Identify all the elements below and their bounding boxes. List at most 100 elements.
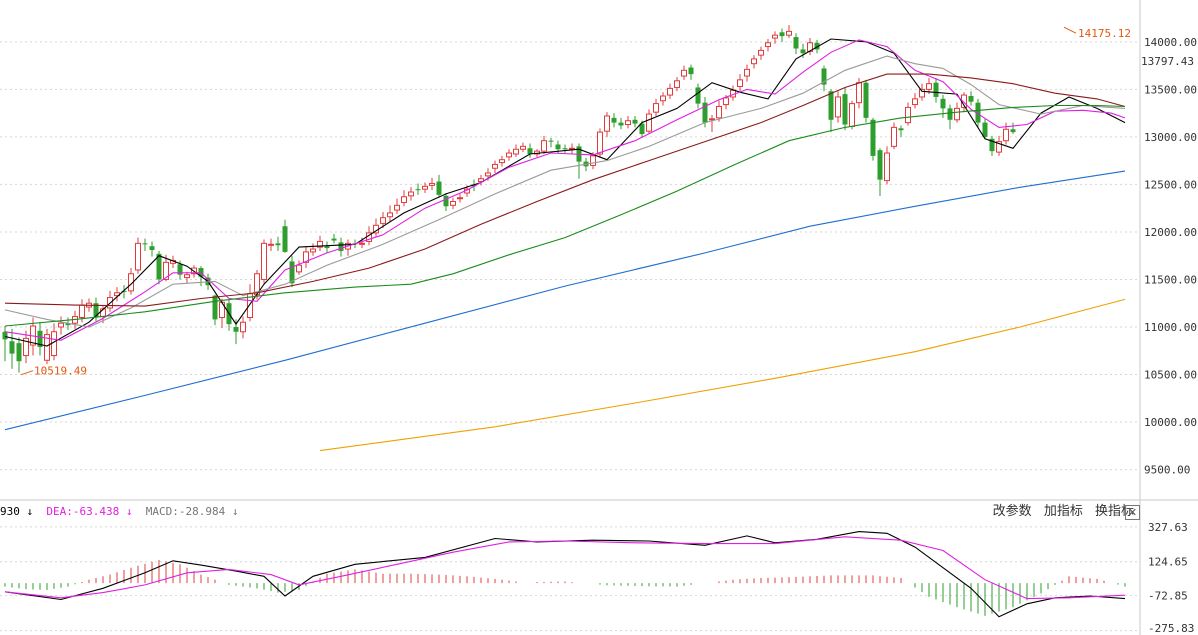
candle — [443, 192, 449, 212]
candle-body — [618, 122, 624, 126]
candle — [401, 190, 407, 207]
candle — [450, 197, 456, 210]
candle-body — [982, 122, 988, 137]
candle — [2, 326, 8, 362]
candle — [758, 46, 764, 60]
candle — [898, 125, 904, 137]
candle-body — [233, 326, 239, 332]
candle-body — [541, 140, 547, 152]
candle — [457, 193, 463, 203]
candle-body — [569, 147, 575, 150]
candle-body — [681, 69, 687, 77]
candle-body — [814, 42, 820, 50]
candle-body — [513, 148, 519, 155]
candle-body — [156, 253, 162, 280]
add-indicator-button[interactable]: 加指标 — [1043, 504, 1083, 519]
candle-body — [716, 105, 722, 119]
candle-body — [450, 201, 456, 206]
candle-body — [975, 102, 981, 123]
candle-body — [296, 264, 302, 273]
candle-body — [471, 184, 477, 187]
candle-body — [261, 242, 267, 280]
candle-body — [394, 204, 400, 211]
candle — [674, 76, 680, 92]
macd-value-legend: MACD:-28.984 ↓ — [145, 505, 239, 518]
candle — [240, 316, 246, 339]
candle-body — [793, 37, 799, 49]
candle-body — [268, 243, 274, 246]
candle-body — [702, 102, 708, 123]
candle — [541, 135, 547, 154]
candle — [884, 146, 890, 185]
candle — [772, 31, 778, 44]
macd-histogram — [4, 559, 1126, 616]
macd-tick-label: -275.83 — [1148, 622, 1194, 635]
candle — [282, 219, 288, 253]
candle-body — [989, 138, 995, 152]
candle — [870, 117, 876, 161]
candle — [37, 322, 43, 356]
candle — [709, 115, 715, 133]
candle-body — [590, 155, 596, 166]
candle-body — [415, 189, 421, 191]
candle — [1003, 122, 1009, 145]
candle — [436, 174, 442, 198]
macd-tick-label: 327.63 — [1148, 521, 1188, 534]
candle-body — [275, 243, 281, 246]
candle — [415, 183, 421, 195]
candle-body — [1003, 128, 1009, 142]
candle-body — [401, 196, 407, 203]
candle-body — [16, 343, 22, 362]
candle — [751, 55, 757, 69]
switch-indicator-button[interactable]: 换指标 — [1094, 504, 1134, 519]
candle — [688, 64, 694, 80]
candle — [275, 236, 281, 251]
candle-body — [842, 94, 848, 125]
ma-line — [319, 298, 1126, 452]
candle — [184, 271, 190, 284]
candle-body — [527, 148, 533, 154]
candle — [478, 174, 484, 186]
candle — [912, 93, 918, 109]
candle — [149, 241, 155, 257]
candle-body — [996, 141, 1002, 153]
candle-body — [1010, 129, 1016, 133]
price-annotations: 14175.12 10519.49 — [20, 26, 1131, 378]
candle-body — [611, 117, 617, 123]
change-params-button[interactable]: 改参数 — [992, 504, 1032, 519]
candle — [639, 120, 645, 138]
candle — [828, 89, 834, 133]
candle-body — [870, 119, 876, 156]
candle-body — [387, 212, 393, 218]
candle — [730, 85, 736, 101]
candle-body — [632, 119, 638, 124]
candle — [996, 135, 1002, 156]
candlestick-series — [2, 25, 1016, 373]
low-label: 10519.49 — [34, 365, 87, 378]
candle-body — [821, 68, 827, 85]
candle-body — [2, 331, 8, 340]
candle — [821, 65, 827, 92]
candle-body — [919, 88, 925, 98]
candle — [737, 74, 743, 93]
candle-body — [779, 32, 785, 37]
candle — [394, 198, 400, 214]
dea-line — [4, 536, 1126, 600]
annotation-arrow — [20, 370, 34, 376]
annotation-arrow — [1063, 26, 1077, 34]
candle — [653, 98, 659, 116]
candle — [849, 100, 855, 130]
candle — [604, 112, 610, 137]
close-icon[interactable]: ✕ — [1125, 505, 1140, 520]
candle-body — [338, 242, 344, 251]
candle-body — [933, 82, 939, 97]
candle — [408, 187, 414, 201]
candle — [611, 113, 617, 128]
candle — [114, 287, 120, 302]
candle — [625, 115, 631, 129]
dif-legend: 930 ↓ — [0, 505, 34, 518]
candle-body — [786, 30, 792, 36]
candle — [422, 182, 428, 193]
candle-body — [422, 185, 428, 190]
